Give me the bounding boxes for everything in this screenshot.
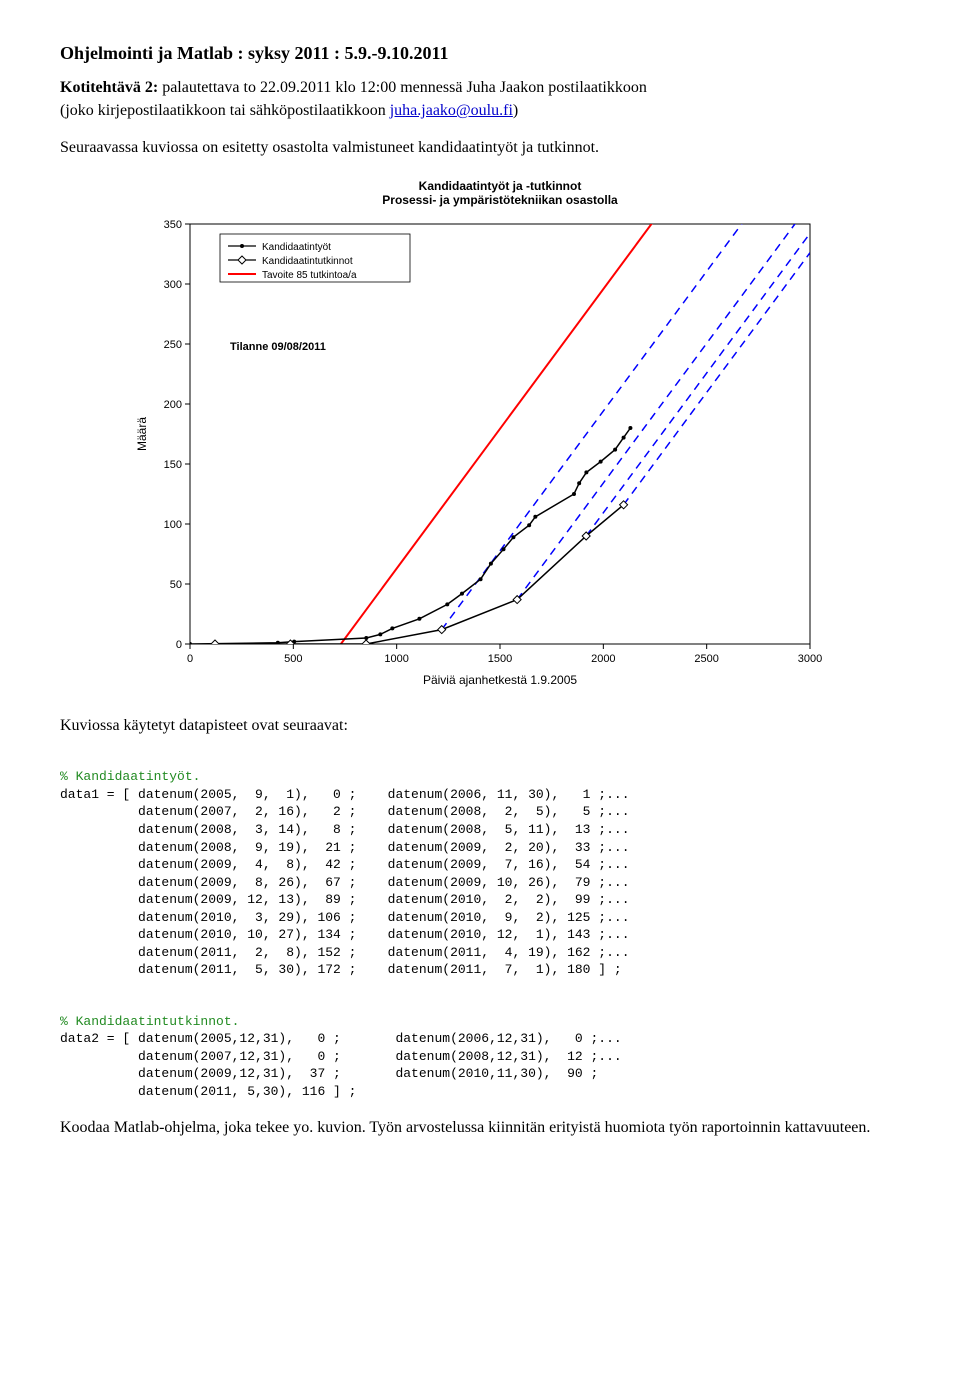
svg-text:Päiviä ajanhetkestä 1.9.2005: Päiviä ajanhetkestä 1.9.2005 (423, 673, 577, 687)
assignment-label: Kotitehtävä 2: (60, 79, 158, 96)
svg-text:Prosessi- ja ympäristötekniika: Prosessi- ja ympäristötekniikan osastoll… (382, 193, 618, 207)
code-comment-2: % Kandidaatintutkinnot. (60, 1014, 239, 1029)
svg-text:Määrä: Määrä (135, 416, 149, 450)
svg-text:200: 200 (164, 399, 182, 411)
svg-text:2500: 2500 (694, 653, 718, 665)
svg-text:100: 100 (164, 519, 182, 531)
svg-text:500: 500 (284, 653, 302, 665)
svg-text:0: 0 (187, 653, 193, 665)
code-data2: data2 = [ datenum(2005,12,31), 0 ; daten… (60, 1031, 622, 1099)
svg-text:1000: 1000 (384, 653, 408, 665)
mailbox-suffix: ) (513, 102, 518, 119)
mailbox-prefix: (joko kirjepostilaatikkoon tai sähköpost… (60, 102, 390, 119)
chart-container: 0 500 1000 1500 2000 2500 3000 0 50 100 150 200 250 3… (130, 174, 830, 694)
svg-text:250: 250 (164, 339, 182, 351)
svg-text:Kandidaatintutkinnot: Kandidaatintutkinnot (262, 256, 353, 267)
footer-paragraph: Koodaa Matlab-ohjelma, joka tekee yo. ku… (60, 1116, 900, 1139)
intro-paragraph: Seuraavassa kuviossa on esitetty osastol… (60, 136, 900, 159)
email-link[interactable]: juha.jaako@oulu.fi (390, 102, 513, 119)
code-comment-1: % Kandidaatintyöt. (60, 769, 200, 784)
svg-text:300: 300 (164, 279, 182, 291)
assignment-deadline: palautettava to 22.09.2011 klo 12:00 men… (158, 79, 647, 96)
code-block-2: % Kandidaatintutkinnot. data2 = [ datenu… (60, 995, 900, 1100)
assignment-line: Kotitehtävä 2: palautettava to 22.09.201… (60, 76, 900, 122)
svg-text:0: 0 (176, 639, 182, 651)
code-block-1: % Kandidaatintyöt. data1 = [ datenum(200… (60, 751, 900, 979)
svg-text:Kandidaatintyöt ja -tutkinnot: Kandidaatintyöt ja -tutkinnot (419, 179, 582, 193)
svg-text:50: 50 (170, 579, 182, 591)
svg-text:Tavoite 85 tutkintoa/a: Tavoite 85 tutkintoa/a (262, 270, 357, 281)
page-title: Ohjelmointi ja Matlab : syksy 2011 : 5.9… (60, 40, 900, 66)
code-data1: data1 = [ datenum(2005, 9, 1), 0 ; daten… (60, 787, 630, 977)
svg-text:Kandidaatintyöt: Kandidaatintyöt (262, 242, 331, 253)
svg-text:150: 150 (164, 459, 182, 471)
svg-text:Tilanne 09/08/2011: Tilanne 09/08/2011 (230, 341, 326, 353)
datapoints-heading: Kuviossa käytetyt datapisteet ovat seura… (60, 714, 900, 737)
svg-text:350: 350 (164, 219, 182, 231)
svg-text:3000: 3000 (798, 653, 822, 665)
chart-svg: 0 500 1000 1500 2000 2500 3000 0 50 100 150 200 250 3… (130, 174, 830, 694)
svg-text:2000: 2000 (591, 653, 615, 665)
svg-text:1500: 1500 (488, 653, 512, 665)
